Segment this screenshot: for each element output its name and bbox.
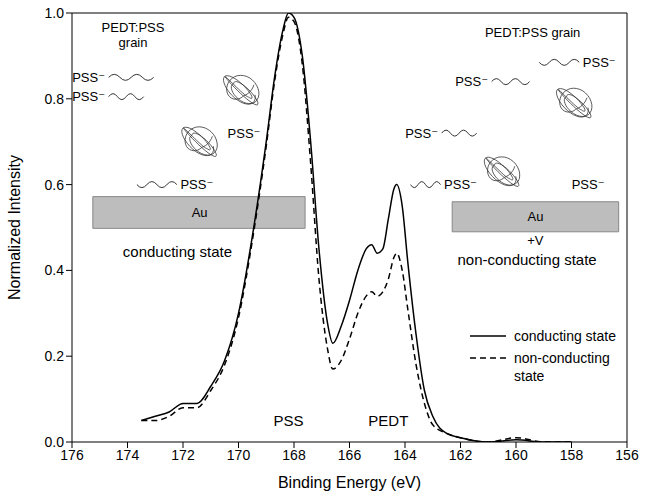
svg-text:PSS⁻: PSS⁻ <box>455 74 488 89</box>
svg-text:0.6: 0.6 <box>45 177 65 193</box>
svg-text:Au: Au <box>192 205 208 220</box>
svg-text:Au: Au <box>527 209 543 224</box>
svg-text:172: 172 <box>171 447 195 463</box>
svg-text:PSS⁻: PSS⁻ <box>405 126 438 141</box>
svg-text:0.0: 0.0 <box>45 434 65 450</box>
svg-text:164: 164 <box>393 447 417 463</box>
svg-text:162: 162 <box>449 447 473 463</box>
svg-text:PSS⁻: PSS⁻ <box>572 177 605 192</box>
svg-text:non-conducting state: non-conducting state <box>457 251 596 268</box>
svg-text:0.8: 0.8 <box>45 91 65 107</box>
svg-text:PSS⁻: PSS⁻ <box>583 55 616 70</box>
svg-text:166: 166 <box>338 447 362 463</box>
html-text:conducting state: conducting state <box>514 328 616 344</box>
svg-text:PSS⁻: PSS⁻ <box>180 177 213 192</box>
svg-text:PSS⁻: PSS⁻ <box>72 89 105 104</box>
svg-text:0.2: 0.2 <box>45 348 65 364</box>
svg-text:0.4: 0.4 <box>45 262 65 278</box>
svg-text:PEDT: PEDT <box>368 412 408 429</box>
svg-text:174: 174 <box>116 447 140 463</box>
svg-text:176: 176 <box>60 446 84 463</box>
svg-text:PSS⁻: PSS⁻ <box>444 177 477 192</box>
svg-text:1.0: 1.0 <box>45 5 65 21</box>
svg-text:168: 168 <box>282 447 306 463</box>
svg-text:Binding Energy (eV): Binding Energy (eV) <box>278 474 421 491</box>
svg-text:158: 158 <box>560 447 584 463</box>
svg-text:PSS⁻: PSS⁻ <box>228 126 261 141</box>
svg-text:conducting state: conducting state <box>123 243 232 260</box>
svg-text:170: 170 <box>227 447 251 463</box>
svg-text:Normalized Intensity: Normalized Intensity <box>6 155 23 300</box>
svg-text:PEDT:PSS grain: PEDT:PSS grain <box>485 25 580 40</box>
svg-text:PSS⁻: PSS⁻ <box>72 70 105 85</box>
svg-text:PEDT:PSSgrain: PEDT:PSSgrain <box>102 20 165 50</box>
html-text:non-conducting state: non-conducting state <box>514 350 610 384</box>
svg-text:+V: +V <box>527 233 544 248</box>
svg-text:PSS: PSS <box>273 412 303 429</box>
svg-text:156: 156 <box>615 447 639 463</box>
svg-text:160: 160 <box>504 447 528 463</box>
